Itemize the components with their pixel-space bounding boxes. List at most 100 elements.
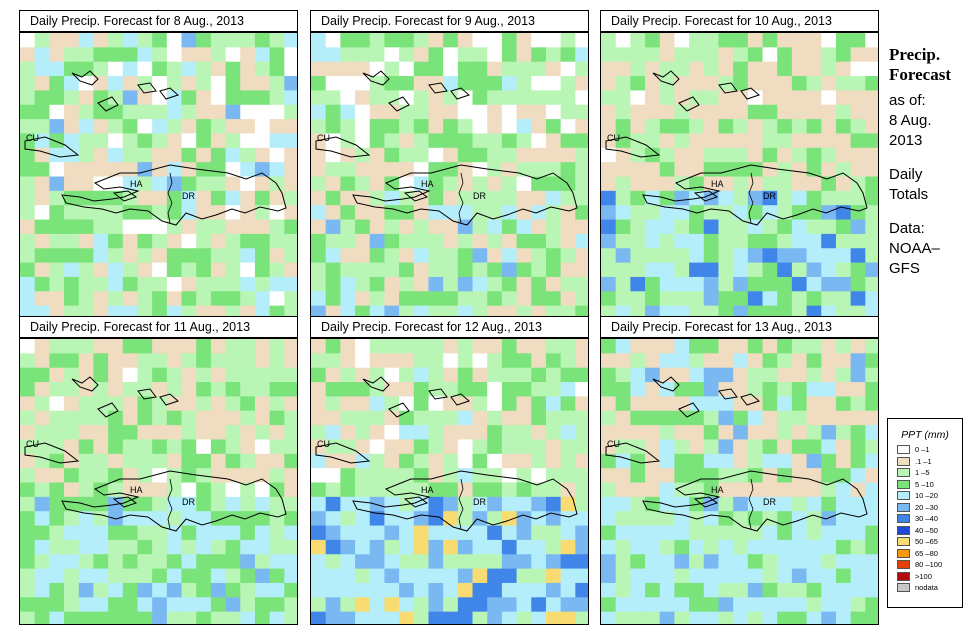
precip-cell	[428, 539, 444, 555]
precip-cell	[865, 410, 878, 426]
precip-cell	[865, 133, 878, 149]
precip-cell	[196, 248, 212, 264]
precip-cell	[284, 233, 297, 249]
precip-cell	[137, 90, 153, 106]
country-border	[167, 478, 173, 530]
panel-title: Daily Precip. Forecast for 10 Aug., 2013	[600, 10, 879, 32]
legend-swatch	[897, 479, 910, 489]
precip-cell	[615, 425, 631, 441]
precip-map: CU HA DR	[600, 338, 879, 625]
precip-cell	[20, 453, 36, 469]
precip-cell	[747, 219, 764, 235]
precip-cell	[428, 554, 444, 570]
precip-cell	[703, 305, 720, 318]
precip-cell	[34, 47, 50, 63]
precip-cell	[821, 291, 837, 307]
precip-cell	[108, 305, 124, 318]
map-label-cuba: CU	[26, 439, 39, 449]
precip-cell	[196, 453, 212, 469]
precip-cell	[821, 382, 837, 397]
precip-cell	[20, 162, 36, 178]
precip-cell	[835, 176, 852, 192]
precip-cell	[122, 339, 139, 354]
precip-cell	[487, 47, 503, 63]
precip-cell	[196, 76, 212, 91]
precip-cell	[703, 396, 720, 412]
precip-cell	[369, 176, 386, 192]
precip-cell	[240, 496, 256, 512]
precip-cell	[384, 305, 400, 318]
precip-cell	[240, 468, 256, 484]
precip-cell	[64, 511, 80, 527]
precip-cell	[630, 205, 646, 221]
precip-cell	[108, 219, 124, 235]
legend-item: 20 –30	[888, 502, 962, 514]
precip-cell	[181, 367, 197, 383]
precip-cell	[269, 47, 285, 63]
precip-cell	[355, 90, 371, 106]
precip-cell	[93, 525, 109, 541]
precip-cell	[240, 439, 256, 455]
precip-cell	[630, 611, 646, 624]
precip-cell	[560, 61, 576, 77]
precip-cell	[108, 33, 124, 48]
precip-cell	[487, 582, 503, 598]
precip-cell	[240, 176, 256, 192]
precip-cell	[122, 90, 139, 106]
precip-cell	[733, 233, 749, 249]
precip-cell	[166, 61, 183, 77]
precip-cell	[384, 496, 400, 512]
precip-cell	[78, 611, 95, 624]
precip-cell	[181, 511, 197, 527]
precip-cell	[355, 33, 371, 48]
precip-cell	[835, 276, 852, 292]
precip-cell	[865, 47, 878, 63]
precip-cell	[369, 262, 386, 278]
precip-cell	[240, 382, 256, 397]
precip-cell	[472, 367, 488, 383]
precip-cell	[20, 33, 36, 48]
precip-cell	[601, 119, 617, 135]
precip-cell	[340, 47, 356, 63]
precip-cell	[806, 233, 822, 249]
precip-cell	[355, 382, 371, 397]
precip-cell	[311, 147, 327, 163]
precip-cell	[601, 262, 617, 278]
precip-cell	[850, 468, 866, 484]
precip-cell	[152, 276, 168, 292]
precip-cell	[762, 61, 778, 77]
precip-cell	[659, 525, 676, 541]
precip-cell	[49, 353, 65, 369]
precip-cell	[850, 119, 866, 135]
precip-cell	[560, 248, 576, 264]
precip-cell	[78, 597, 95, 613]
precip-cell	[369, 568, 386, 584]
precip-cell	[284, 61, 297, 77]
precip-cell	[284, 305, 297, 318]
precip-cell	[181, 162, 197, 178]
precip-cell	[384, 453, 400, 469]
precip-cell	[428, 291, 444, 307]
precip-cell	[516, 568, 532, 584]
precip-cell	[240, 597, 256, 613]
precip-cell	[240, 554, 256, 570]
precip-cell	[821, 611, 837, 624]
precip-cell	[340, 190, 356, 206]
precip-cell	[865, 611, 878, 624]
precip-cell	[545, 468, 562, 484]
precip-cell	[254, 453, 271, 469]
precip-cell	[645, 410, 661, 426]
precip-cell	[630, 90, 646, 106]
precip-cell	[865, 439, 878, 455]
precip-cell	[835, 568, 852, 584]
precip-cell	[166, 525, 183, 541]
precip-cell	[20, 611, 36, 624]
precip-cell	[777, 425, 793, 441]
precip-cell	[645, 554, 661, 570]
precip-cell	[501, 248, 518, 264]
coastline-outline	[352, 164, 578, 226]
precip-cell	[733, 468, 749, 484]
precip-cell	[384, 511, 400, 527]
precip-cell	[674, 33, 690, 48]
precip-cell	[166, 233, 183, 249]
